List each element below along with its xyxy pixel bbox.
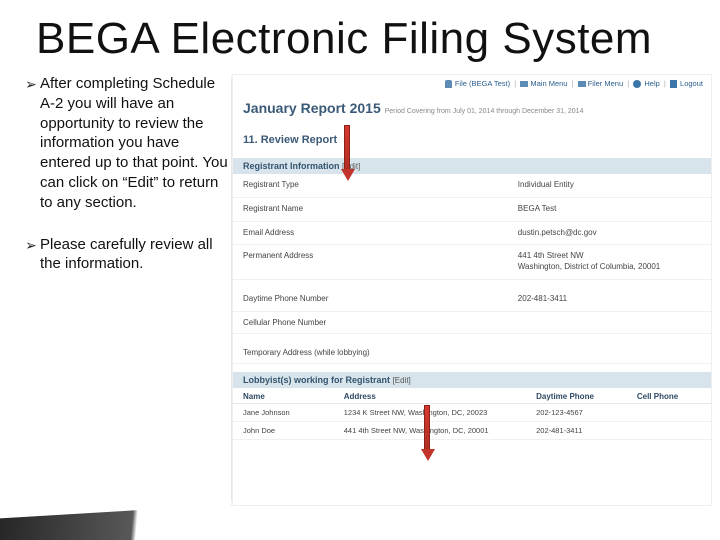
logout-icon	[670, 80, 677, 88]
info-row: Permanent Address441 4th Street NW Washi…	[233, 245, 711, 280]
report-title-text: January Report 2015	[243, 100, 381, 116]
row-label: Daytime Phone Number	[243, 294, 518, 305]
cell: 202-481-3411	[536, 426, 637, 435]
cell: 202-123-4567	[536, 408, 637, 417]
decorative-wedge	[0, 504, 240, 540]
lobbyist-table-header: Name Address Daytime Phone Cell Phone	[233, 388, 711, 404]
row-value: 441 4th Street NW Washington, District o…	[518, 251, 701, 273]
user-icon	[445, 80, 452, 88]
help-link[interactable]: Help	[644, 79, 659, 88]
logout-link[interactable]: Logout	[680, 79, 703, 88]
row-label: Registrant Name	[243, 204, 518, 215]
info-row: Cellular Phone Number	[233, 312, 711, 334]
user-label[interactable]: File (BEGA Test)	[455, 79, 510, 88]
info-row: Registrant TypeIndividual Entity	[233, 174, 711, 198]
bullet-mark: ➢	[22, 235, 40, 275]
main-menu-link[interactable]: Main Menu	[530, 79, 567, 88]
info-row: Daytime Phone Number202-481-3411	[233, 288, 711, 312]
menu-icon	[520, 81, 528, 87]
menu-icon	[578, 81, 586, 87]
bullet-text: After completing Schedule A-2 you will h…	[40, 74, 232, 213]
row-label: Registrant Type	[243, 180, 518, 191]
table-row: Jane Johnson 1234 K Street NW, Washingto…	[233, 404, 711, 422]
lobbyist-bar: Lobbyist(s) working for Registrant [Edit…	[233, 372, 711, 388]
info-row: Registrant NameBEGA Test	[233, 198, 711, 222]
edit-link[interactable]: [Edit]	[393, 376, 411, 385]
row-label: Permanent Address	[243, 251, 518, 273]
arrow-annotation	[341, 125, 353, 181]
registrant-bar-title: Registrant Information	[243, 161, 340, 171]
bullet-text: Please carefully review all the informat…	[40, 235, 232, 275]
bullet-list: ➢ After completing Schedule A-2 you will…	[22, 74, 232, 506]
row-label: Cellular Phone Number	[243, 318, 518, 327]
row-label: Temporary Address (while lobbying)	[243, 348, 518, 357]
row-value	[518, 318, 701, 327]
cell	[637, 408, 701, 417]
table-row: John Doe 441 4th Street NW, Washington, …	[233, 422, 711, 440]
report-title: January Report 2015 Period Covering from…	[233, 90, 711, 130]
slide-title: BEGA Electronic Filing System	[0, 0, 720, 68]
col-name: Name	[243, 392, 344, 401]
row-value: Individual Entity	[518, 180, 701, 191]
info-row: Email Addressdustin.petsch@dc.gov	[233, 222, 711, 246]
filer-menu-link[interactable]: Filer Menu	[588, 79, 623, 88]
report-subtitle: Period Covering from July 01, 2014 throu…	[385, 108, 584, 115]
bullet-item: ➢ After completing Schedule A-2 you will…	[22, 74, 232, 213]
help-icon	[633, 80, 641, 88]
cell: 441 4th Street NW, Washington, DC, 20001	[344, 426, 536, 435]
cell: John Doe	[243, 426, 344, 435]
col-address: Address	[344, 392, 536, 401]
row-value: 202-481-3411	[518, 294, 701, 305]
cell: 1234 K Street NW, Washington, DC, 20023	[344, 408, 536, 417]
col-cell-phone: Cell Phone	[637, 392, 701, 401]
review-section-heading: 11. Review Report	[233, 130, 711, 158]
col-daytime-phone: Daytime Phone	[536, 392, 637, 401]
screenshot-panel: File (BEGA Test) | Main Menu | Filer Men…	[232, 74, 712, 506]
row-label: Email Address	[243, 228, 518, 239]
row-value	[518, 348, 701, 357]
bullet-item: ➢ Please carefully review all the inform…	[22, 235, 232, 275]
info-row: Temporary Address (while lobbying)	[233, 342, 711, 364]
registrant-info-bar: Registrant Information [Edit]	[233, 158, 711, 174]
cell: Jane Johnson	[243, 408, 344, 417]
cell	[637, 426, 701, 435]
content-area: ➢ After completing Schedule A-2 you will…	[0, 68, 720, 506]
bullet-mark: ➢	[22, 74, 40, 213]
top-nav: File (BEGA Test) | Main Menu | Filer Men…	[233, 75, 711, 90]
row-value: BEGA Test	[518, 204, 701, 215]
arrow-annotation	[421, 405, 433, 461]
lobbyist-bar-title: Lobbyist(s) working for Registrant	[243, 375, 390, 385]
row-value: dustin.petsch@dc.gov	[518, 228, 701, 239]
